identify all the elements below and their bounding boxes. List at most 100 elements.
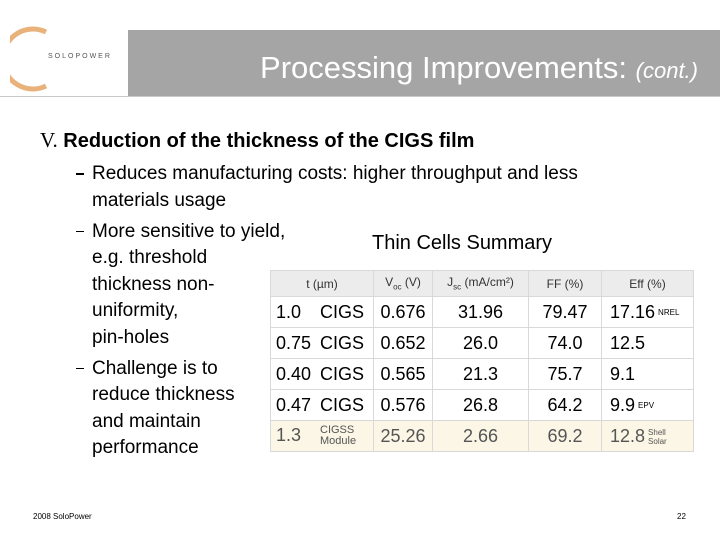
thickness: 0.40 <box>276 363 312 384</box>
section-number: V. <box>40 128 58 152</box>
bullet-dash <box>76 173 84 175</box>
cell: 1.0 CIGS <box>270 296 374 328</box>
cell: 12.5 <box>601 327 694 359</box>
source-line: Solar <box>648 436 667 446</box>
header-unit: (mA/cm²) <box>461 275 514 290</box>
logo-background <box>10 20 128 98</box>
cell: 75.7 <box>528 358 602 390</box>
section-text: Reduction of the thickness of the CIGS f… <box>63 130 475 152</box>
cell: 25.26 <box>373 420 433 452</box>
source: EPV <box>638 401 654 410</box>
logo-mark <box>10 20 128 98</box>
table-row: 1.3 CIGSS Module 25.26 2.66 69.2 12.8 Shell Sola… <box>270 420 694 452</box>
voc: 0.652 <box>380 332 426 353</box>
bullet-line: thickness non- <box>92 273 215 295</box>
jsc: 2.66 <box>462 425 499 446</box>
cell: 21.3 <box>432 358 529 390</box>
ff: 64.2 <box>547 394 583 415</box>
cell: 17.16 NREL <box>601 296 694 328</box>
eff: 9.9 <box>610 394 636 415</box>
cell: 2.66 <box>432 420 529 452</box>
material: CIGS <box>320 332 365 353</box>
eff: 12.8 <box>610 425 646 446</box>
cell: 31.96 <box>432 296 529 328</box>
header-text: V <box>385 275 394 290</box>
cell: 0.676 <box>373 296 433 328</box>
results-table: t (µm) Voc (V) Jsc (mA/cm²) FF (%) Eff (%) 1.… <box>270 270 694 452</box>
bullet-line: Challenge is to <box>92 357 218 379</box>
bullet-line: reduce thickness <box>92 384 235 405</box>
table-title: Thin Cells Summary <box>372 232 553 254</box>
cell: 0.565 <box>373 358 433 390</box>
jsc: 21.3 <box>462 363 499 384</box>
ff: 69.2 <box>547 425 583 446</box>
cell: 1.3 CIGSS Module <box>270 420 374 452</box>
voc: 25.26 <box>380 425 426 446</box>
header-row: t (µm) Voc (V) Jsc (mA/cm²) FF (%) Eff (%) <box>270 270 694 297</box>
source-line: Shell <box>648 427 666 437</box>
thickness: 0.75 <box>276 332 312 353</box>
eff: 9.1 <box>610 363 636 384</box>
voc: 0.676 <box>380 301 426 322</box>
ff: 74.0 <box>547 332 583 353</box>
thickness: 1.3 <box>276 424 302 445</box>
section-heading: V. Reduction of the thickness of the CIG… <box>40 128 474 153</box>
material-line: Module <box>320 435 357 448</box>
cell: 0.75 CIGS <box>270 327 374 359</box>
cell: 0.40 CIGS <box>270 358 374 390</box>
header-text: FF (%) <box>546 276 584 291</box>
source-line: NREL <box>658 308 680 318</box>
bullet-line: performance <box>92 437 199 458</box>
cell: 26.0 <box>432 327 529 359</box>
title-main: Processing Improvements: <box>260 50 628 85</box>
table-row: 0.47 CIGS 0.576 26.8 64.2 9.9 EPV <box>270 389 694 421</box>
source: Shell Solar <box>648 428 667 446</box>
cell: 74.0 <box>528 327 602 359</box>
table-row: 1.0 CIGS 0.676 31.96 79.47 17.16 NREL <box>270 296 694 328</box>
header-text: t (µm) <box>306 276 338 291</box>
material: CIGSS Module <box>320 425 356 447</box>
bullet-dash <box>76 367 84 369</box>
title-suffix: (cont.) <box>635 58 698 83</box>
cell: 69.2 <box>528 420 602 452</box>
source-line: EPV <box>638 401 655 411</box>
bullet-line: uniformity, <box>92 300 179 321</box>
table-row: 0.75 CIGS 0.652 26.0 74.0 12.5 <box>270 327 694 359</box>
cell: 9.9 EPV <box>601 389 694 421</box>
column-header: Eff (%) <box>601 270 694 297</box>
material: CIGS <box>320 394 365 415</box>
footer-copyright: 2008 SoloPower <box>33 512 92 521</box>
logo-arc <box>10 26 48 92</box>
bullet-line: pin-holes <box>92 326 170 348</box>
bullet-line: e.g. threshold <box>92 247 208 268</box>
bullet-line: and maintain <box>92 410 201 432</box>
cell: 9.1 <box>601 358 694 390</box>
ff: 75.7 <box>547 363 583 384</box>
voc: 0.565 <box>380 363 426 384</box>
column-header: FF (%) <box>528 270 602 297</box>
column-header: Voc (V) <box>373 270 433 297</box>
header-text: Eff (%) <box>629 276 666 291</box>
table-row: 0.40 CIGS 0.565 21.3 75.7 9.1 <box>270 358 694 390</box>
eff: 17.16 <box>610 301 656 322</box>
cell: 79.47 <box>528 296 602 328</box>
eff: 12.5 <box>610 332 646 353</box>
bullet-line: materials usage <box>92 189 227 211</box>
header-subscript: sc <box>453 282 462 292</box>
material: CIGS <box>320 301 365 322</box>
column-header: Jsc (mA/cm²) <box>432 270 529 297</box>
cell: 64.2 <box>528 389 602 421</box>
header-subscript: oc <box>393 282 402 292</box>
cell: 26.8 <box>432 389 529 421</box>
footer-page: 22 <box>677 512 686 521</box>
bullet-line: More sensitive to yield, <box>92 220 286 242</box>
voc: 0.576 <box>380 394 426 415</box>
header-text: J <box>447 275 454 290</box>
jsc: 31.96 <box>457 301 504 322</box>
cell: 0.576 <box>373 389 433 421</box>
thickness: 1.0 <box>276 301 302 322</box>
bullet-line: Reduces manufacturing costs: higher thro… <box>92 163 578 184</box>
column-header: t (µm) <box>270 270 374 297</box>
cell: 12.8 Shell Solar <box>601 420 694 452</box>
